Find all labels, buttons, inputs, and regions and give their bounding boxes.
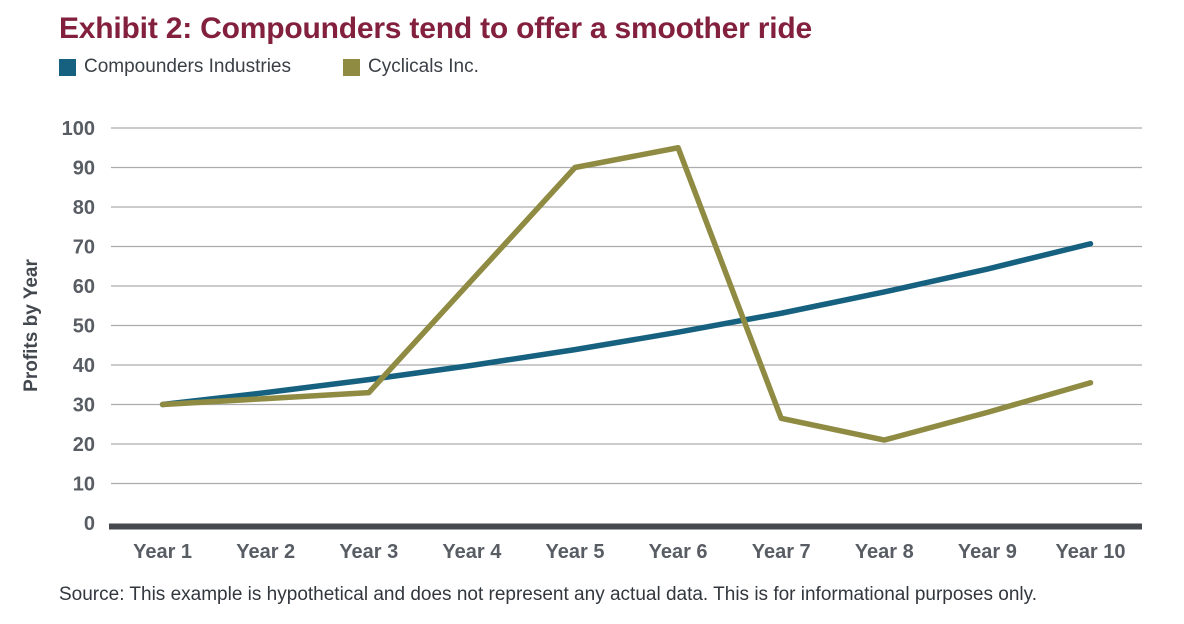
legend-item-compounders: Compounders Industries: [59, 56, 291, 78]
y-axis-title: Profits by Year: [21, 259, 42, 392]
x-tick-label: Year 7: [752, 541, 811, 563]
y-tick-label: 10: [73, 474, 95, 496]
chart-title: Exhibit 2: Compounders tend to offer a s…: [59, 12, 812, 45]
x-tick-label: Year 9: [958, 541, 1017, 563]
legend-item-cyclicals: Cyclicals Inc.: [343, 56, 479, 78]
x-tick-label: Year 3: [339, 541, 398, 563]
legend-label-compounders: Compounders Industries: [84, 56, 291, 77]
y-tick-label: 0: [84, 513, 95, 535]
series-line-compounders-industries: [159, 240, 1094, 408]
y-tick-label: 100: [62, 118, 95, 140]
x-tick-label: Year 1: [133, 541, 192, 563]
y-tick-label: 50: [73, 316, 95, 338]
legend-swatch-cyclicals-icon: [343, 58, 360, 76]
series-line-cyclicals-inc: [159, 145, 1094, 443]
x-tick-label: Year 10: [1055, 541, 1125, 563]
y-tick-label: 60: [73, 276, 95, 298]
chart-legend: Compounders Industries Cyclicals Inc.: [59, 56, 479, 78]
y-tick-label: 30: [73, 395, 95, 417]
x-tick-label: Year 5: [546, 541, 605, 563]
legend-swatch-compounders-icon: [59, 58, 76, 76]
legend-label-cyclicals: Cyclicals Inc.: [368, 56, 479, 77]
x-tick-label: Year 6: [649, 541, 708, 563]
y-tick-label: 70: [73, 237, 95, 259]
y-tick-label: 80: [73, 197, 95, 219]
x-tick-label: Year 2: [236, 541, 295, 563]
x-tick-label: Year 8: [855, 541, 914, 563]
y-tick-label: 20: [73, 434, 95, 456]
source-note: Source: This example is hypothetical and…: [59, 584, 1037, 605]
y-tick-label: 40: [73, 355, 95, 377]
x-tick-label: Year 4: [442, 541, 502, 563]
y-tick-label: 90: [73, 158, 95, 180]
